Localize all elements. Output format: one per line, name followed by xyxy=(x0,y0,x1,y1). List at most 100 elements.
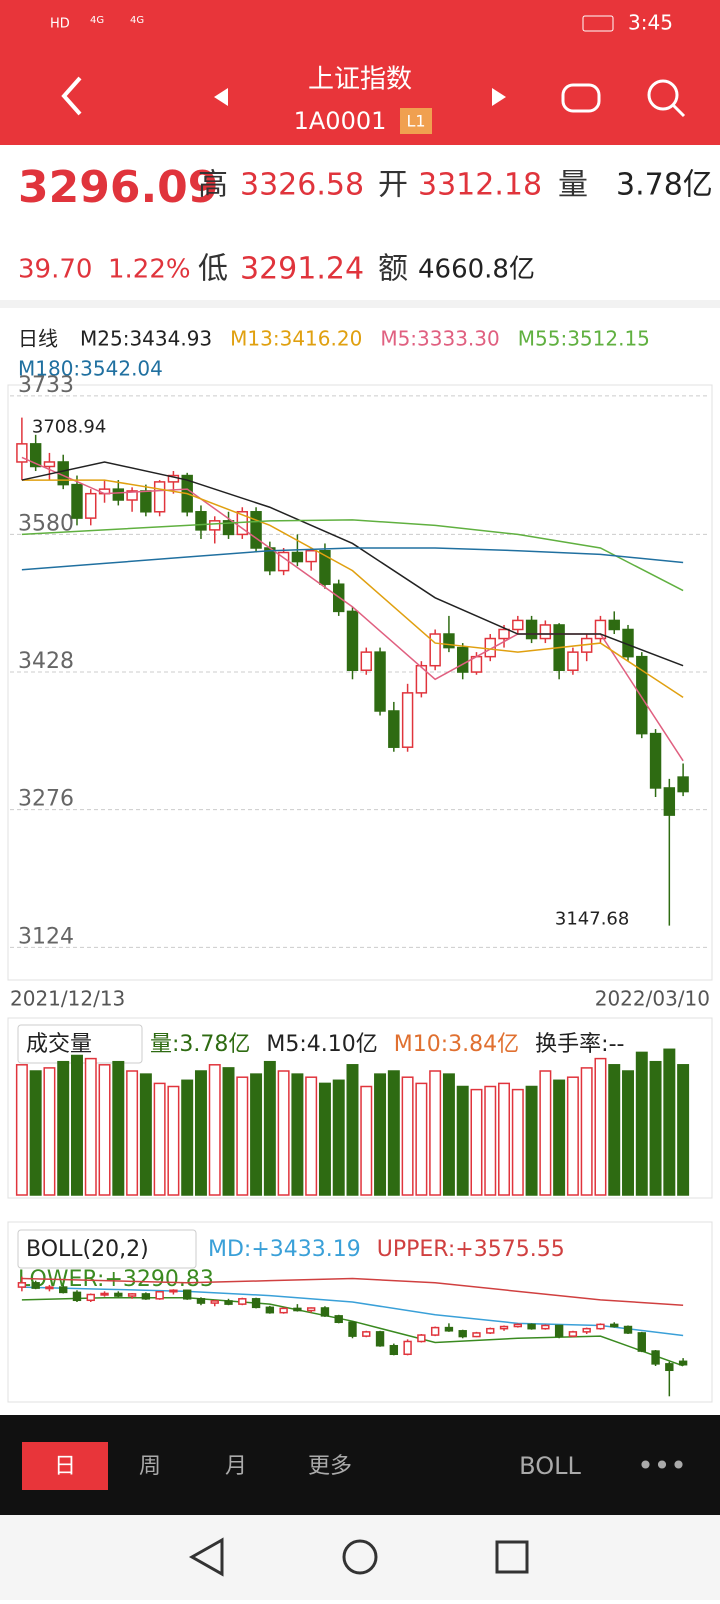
volume-bar xyxy=(401,1076,414,1196)
volume-bar xyxy=(277,1070,290,1196)
candle-body xyxy=(623,1325,633,1334)
ma-line xyxy=(21,461,684,667)
volume-bar xyxy=(29,1070,42,1196)
tab[interactable]: 月 xyxy=(225,1454,247,1479)
price: 3296.09 xyxy=(18,162,218,213)
candle-body xyxy=(126,490,138,501)
title: 上证指数 xyxy=(308,65,412,95)
candle-body xyxy=(665,1363,674,1372)
value: 3312.18 xyxy=(418,168,542,203)
candle-body xyxy=(649,732,662,789)
volume-bar xyxy=(332,1079,345,1196)
volume-bar xyxy=(594,1057,607,1196)
candle-body xyxy=(486,1327,495,1334)
volume-bar xyxy=(511,1088,524,1196)
x-end: 2022/03/10 xyxy=(595,987,710,1011)
candle-body xyxy=(72,1291,82,1302)
label: 量 xyxy=(558,168,588,203)
toolbar xyxy=(0,1415,720,1515)
volume-bar xyxy=(291,1073,304,1196)
back-button[interactable] xyxy=(61,76,82,116)
candle-body xyxy=(224,1300,233,1305)
tab[interactable]: 日 xyxy=(54,1454,76,1479)
candle-body xyxy=(512,619,524,631)
boll-select[interactable] xyxy=(17,1229,197,1269)
candle-body xyxy=(484,637,496,658)
volume-bar xyxy=(498,1082,511,1196)
volume-bar xyxy=(580,1067,593,1196)
volume-bar xyxy=(635,1051,648,1196)
tab[interactable]: 周 xyxy=(139,1454,161,1479)
volume-bar xyxy=(318,1082,331,1196)
candle-body xyxy=(430,1326,440,1336)
boll-label: UPPER:+3575.55 xyxy=(377,1237,565,1262)
label: 额 xyxy=(378,252,408,287)
volume-title: 成交量 xyxy=(26,1032,92,1057)
volume-bar xyxy=(167,1085,180,1196)
volume-bar xyxy=(57,1060,70,1196)
candle-body xyxy=(499,1325,509,1330)
robot-button[interactable] xyxy=(561,83,601,113)
volume-bar xyxy=(71,1054,83,1196)
next-button[interactable] xyxy=(492,88,506,106)
ma-line xyxy=(21,479,684,699)
low-note: 3147.68 xyxy=(555,909,629,930)
search-button[interactable] xyxy=(647,79,679,111)
candle-body xyxy=(415,664,428,694)
battery xyxy=(582,15,614,32)
candle-body xyxy=(320,1307,330,1317)
boll-label: MD:+3433.19 xyxy=(208,1237,361,1262)
nav-back[interactable] xyxy=(188,1537,224,1577)
candle-body xyxy=(210,1300,219,1304)
more-button[interactable]: ••• xyxy=(637,1449,687,1482)
candle-body xyxy=(291,551,304,563)
volume-bar xyxy=(622,1070,634,1196)
candle-body xyxy=(554,1324,564,1337)
volume-bar xyxy=(374,1073,387,1196)
x-start: 2021/12/13 xyxy=(10,987,125,1011)
y-tick-label: 3733 xyxy=(18,373,74,398)
volume-bar xyxy=(470,1088,483,1196)
candle-body xyxy=(539,624,552,640)
legend-item: M13:3416.20 xyxy=(230,327,362,351)
ma-line xyxy=(21,1286,684,1337)
candle-body xyxy=(403,1340,412,1356)
candle-body xyxy=(140,490,152,513)
candle-body xyxy=(29,443,42,468)
legend-item: M25:3434.93 xyxy=(80,327,212,351)
candle-body xyxy=(346,610,359,671)
change: 39.70 xyxy=(18,255,92,285)
code: 1A0001 xyxy=(294,107,387,135)
candle-body xyxy=(306,1307,316,1312)
volume-frame xyxy=(7,1017,713,1199)
candle-body xyxy=(389,1344,399,1356)
nav-recent[interactable] xyxy=(495,1540,529,1574)
pct: 1.22% xyxy=(108,255,191,285)
prev-button[interactable] xyxy=(214,88,228,106)
candle-body xyxy=(677,776,689,793)
candle-body xyxy=(114,1292,123,1297)
volume-bar xyxy=(360,1085,373,1196)
volume-bar xyxy=(484,1085,497,1196)
tab[interactable]: 更多 xyxy=(308,1454,352,1479)
volume-bar xyxy=(15,1064,28,1196)
nav-home[interactable] xyxy=(342,1539,378,1575)
volume-bar xyxy=(442,1073,455,1196)
volume-bar xyxy=(553,1079,566,1196)
volume-bar xyxy=(222,1067,235,1196)
volume-bar xyxy=(153,1082,166,1196)
indicator-tab[interactable]: BOLL xyxy=(519,1452,581,1480)
tab-active[interactable] xyxy=(22,1442,108,1490)
candle-body xyxy=(637,1332,646,1352)
candle-body xyxy=(279,1307,288,1314)
label: 低 xyxy=(198,252,228,287)
status-icon: HD xyxy=(50,17,70,32)
candle-body xyxy=(85,492,97,519)
candle-body xyxy=(663,787,676,816)
candle-body xyxy=(169,1289,178,1293)
candle-body xyxy=(17,1282,27,1288)
candle-body xyxy=(374,651,386,712)
candle-body xyxy=(651,1350,660,1365)
